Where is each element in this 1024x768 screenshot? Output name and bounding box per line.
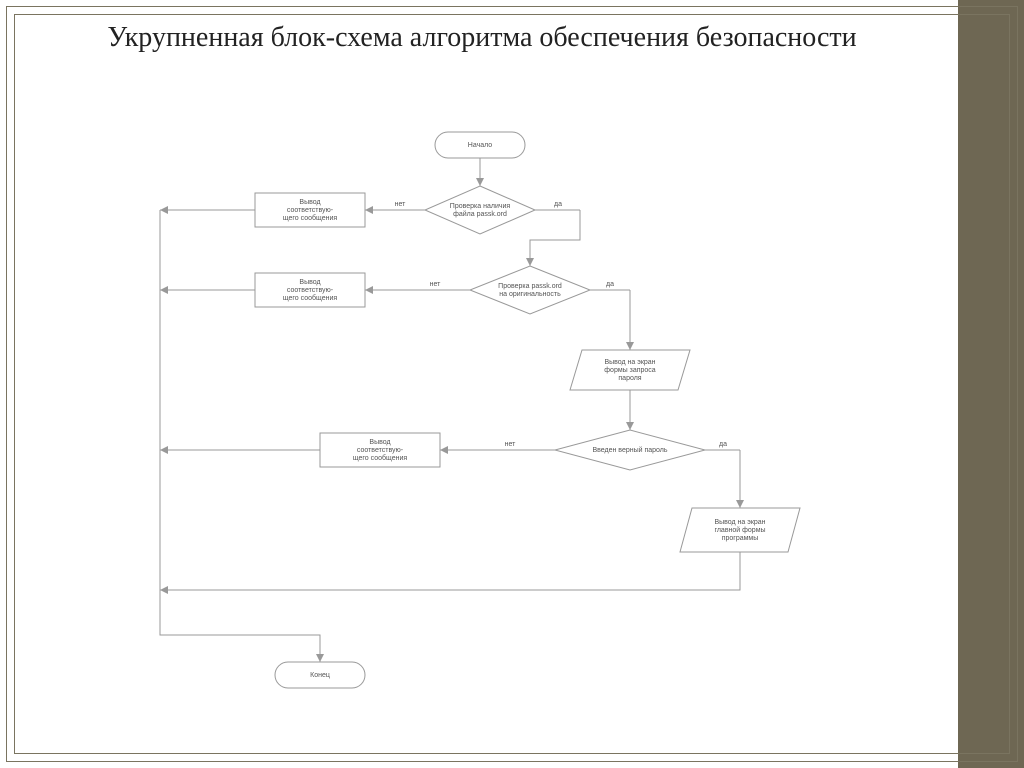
svg-text:да: да bbox=[554, 201, 562, 208]
svg-text:Проверка наличия: Проверка наличия bbox=[450, 203, 511, 210]
svg-text:соответствую-: соответствую- bbox=[357, 447, 404, 454]
svg-text:Начало: Начало bbox=[468, 142, 492, 149]
svg-text:да: да bbox=[719, 441, 727, 448]
flowchart: нет да нет да нет да Начало Проверка наличияфай… bbox=[40, 110, 900, 720]
svg-text:Вывод на экран: Вывод на экран bbox=[714, 519, 765, 526]
svg-text:Вывод: Вывод bbox=[299, 199, 320, 206]
svg-text:Вывод: Вывод bbox=[369, 439, 390, 446]
svg-text:Конец: Конец bbox=[310, 672, 330, 679]
svg-text:щего сообщения: щего сообщения bbox=[283, 294, 338, 302]
svg-text:Вывод: Вывод bbox=[299, 279, 320, 286]
svg-text:нет: нет bbox=[505, 441, 517, 448]
svg-text:да: да bbox=[606, 281, 614, 288]
svg-text:файла passk.ord: файла passk.ord bbox=[453, 210, 507, 218]
svg-text:нет: нет bbox=[395, 201, 407, 208]
svg-text:пароля: пароля bbox=[618, 375, 641, 382]
svg-text:щего сообщения: щего сообщения bbox=[283, 214, 338, 222]
svg-text:соответствую-: соответствую- bbox=[287, 287, 334, 294]
svg-text:соответствую-: соответствую- bbox=[287, 207, 334, 214]
svg-text:Вывод на экран: Вывод на экран bbox=[604, 359, 655, 366]
svg-text:Введен верный пароль: Введен верный пароль bbox=[592, 446, 667, 454]
svg-text:Проверка passk.ord: Проверка passk.ord bbox=[498, 283, 562, 290]
svg-text:нет: нет bbox=[430, 281, 442, 288]
svg-text:программы: программы bbox=[722, 535, 759, 542]
svg-text:главной формы: главной формы bbox=[714, 526, 765, 534]
svg-text:щего сообщения: щего сообщения bbox=[353, 454, 408, 462]
svg-text:на оригинальность: на оригинальность bbox=[499, 291, 561, 298]
svg-text:формы запроса: формы запроса bbox=[604, 367, 656, 374]
slide-title: Укрупненная блок-схема алгоритма обеспеч… bbox=[40, 20, 924, 55]
slide: Укрупненная блок-схема алгоритма обеспеч… bbox=[0, 0, 1024, 768]
